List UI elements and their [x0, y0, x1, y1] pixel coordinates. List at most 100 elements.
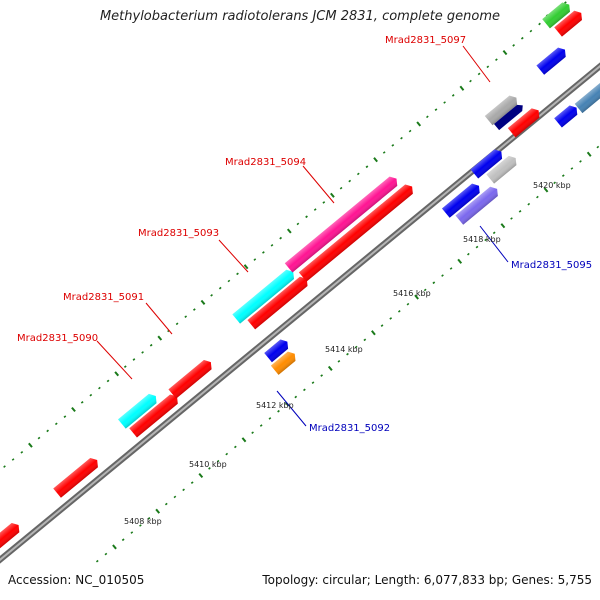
minor-tick [123, 365, 127, 368]
cds-5095[interactable] [455, 184, 501, 225]
inner-tick-ring [95, 145, 600, 563]
scale-label: 5414 kbp [325, 345, 363, 354]
cds-5097b[interactable] [507, 106, 543, 138]
minor-tick [104, 552, 108, 556]
gene-5097[interactable] [484, 93, 520, 126]
minor-tick [251, 431, 254, 435]
gene-label-5097[interactable]: Mrad2831_5097 [385, 35, 491, 83]
genome-summary-text: Topology: circular; Length: 6,077,833 bp… [262, 573, 592, 587]
minor-tick [356, 172, 360, 176]
gene-label-5091[interactable]: Mrad2831_5091 [63, 292, 173, 335]
minor-tick [63, 415, 67, 418]
minor-tick [277, 409, 280, 413]
gene-5095[interactable] [441, 181, 483, 218]
minor-tick [348, 179, 352, 183]
major-tick [286, 228, 292, 234]
major-tick [114, 371, 120, 377]
minor-tick [216, 459, 220, 463]
minor-tick [561, 174, 565, 177]
minor-tick [527, 202, 531, 206]
gene-label-5092[interactable]: Mrad2831_5092 [276, 390, 390, 434]
cds-5094[interactable] [298, 182, 416, 282]
minor-tick [54, 422, 58, 426]
minor-tick [175, 322, 179, 326]
minor-tick [363, 338, 367, 342]
gene-5089[interactable] [0, 520, 22, 554]
gene-label-5090[interactable]: Mrad2831_5090 [17, 333, 133, 380]
outer-tick-ring [3, 1, 567, 468]
minor-tick [495, 58, 498, 62]
minor-tick [486, 65, 490, 69]
minor-tick [512, 44, 516, 47]
gene-label-text: Mrad2831_5091 [63, 292, 144, 303]
minor-tick [466, 252, 470, 256]
minor-tick [95, 559, 99, 563]
minor-tick [382, 151, 386, 154]
cds-5097[interactable] [494, 102, 525, 131]
major-tick [371, 330, 376, 336]
minor-tick [98, 386, 101, 390]
cds-5090[interactable] [129, 392, 181, 438]
minor-tick [227, 279, 231, 283]
cds-5100[interactable] [554, 8, 585, 37]
gene-5100[interactable] [542, 0, 573, 29]
gene-label-text: Mrad2831_5090 [17, 333, 98, 344]
major-tick [200, 299, 206, 305]
minor-tick [294, 395, 298, 399]
gene-5090[interactable] [118, 391, 160, 429]
major-tick [373, 157, 378, 163]
minor-tick [425, 115, 429, 119]
minor-tick [400, 136, 403, 140]
minor-tick [184, 315, 188, 319]
scale-label: 5408 kbp [124, 517, 162, 526]
major-tick [157, 335, 163, 341]
minor-tick [469, 79, 472, 83]
minor-tick [354, 345, 358, 349]
gene-label-text: Mrad2831_5095 [511, 260, 592, 271]
gene-label-5094[interactable]: Mrad2831_5094 [225, 157, 335, 204]
minor-tick [130, 531, 134, 534]
minor-tick [596, 145, 600, 149]
gene-5093[interactable] [232, 267, 297, 324]
gene-5094[interactable] [284, 174, 401, 273]
cds-5099[interactable] [574, 79, 600, 114]
minor-tick [339, 186, 343, 190]
minor-tick [80, 401, 84, 404]
minor-tick [406, 302, 410, 306]
minor-tick [441, 274, 444, 277]
major-tick [457, 258, 463, 264]
minor-tick [320, 374, 324, 377]
minor-tick [132, 358, 136, 361]
gene-5091[interactable] [168, 357, 214, 399]
minor-tick [106, 379, 110, 383]
cds-5093[interactable] [247, 274, 310, 330]
minor-tick [167, 329, 170, 333]
gene-5089b[interactable] [53, 455, 101, 498]
minor-tick [408, 129, 412, 133]
minor-tick [520, 36, 524, 40]
minor-tick [262, 251, 265, 254]
minor-tick [337, 359, 341, 363]
minor-tick [233, 445, 237, 449]
minor-tick [259, 424, 263, 427]
gene-5099[interactable] [554, 103, 580, 128]
gene-5092[interactable] [264, 337, 291, 363]
gene-label-5093[interactable]: Mrad2831_5093 [138, 228, 249, 273]
gene-label-text: Mrad2831_5094 [225, 157, 306, 168]
gene-label-5095[interactable]: Mrad2831_5095 [479, 225, 592, 271]
minor-tick [236, 272, 239, 276]
gene-label-text: Mrad2831_5093 [138, 228, 219, 239]
major-tick [414, 294, 419, 300]
cds-5092[interactable] [270, 349, 299, 375]
cds-5096[interactable] [486, 153, 519, 184]
minor-tick [218, 286, 222, 290]
minor-tick [313, 208, 317, 211]
minor-tick [380, 324, 384, 327]
gene-5096[interactable] [470, 147, 506, 179]
minor-tick [564, 1, 567, 4]
minor-tick [322, 201, 326, 204]
minor-tick [139, 524, 142, 527]
gene-5098[interactable] [536, 45, 568, 75]
major-tick [28, 442, 33, 448]
